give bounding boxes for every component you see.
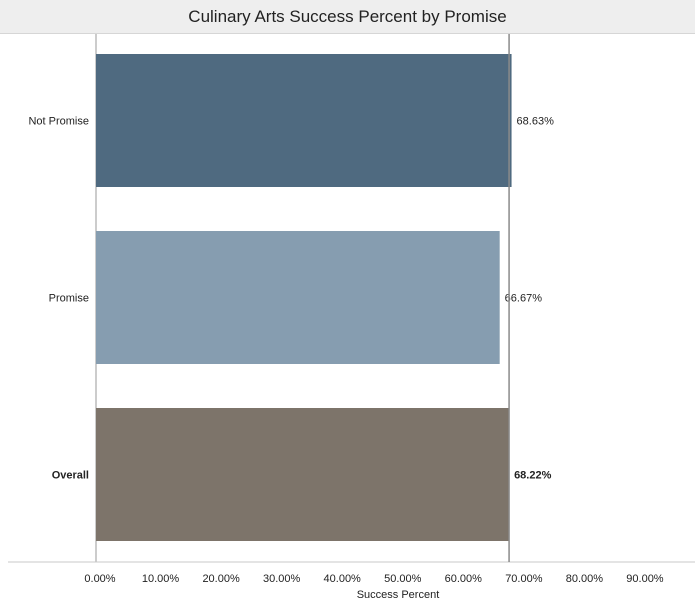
bar-not-promise [96, 54, 512, 187]
x-tick-label: 30.00% [263, 573, 301, 585]
x-tick-label: 50.00% [384, 573, 422, 585]
category-label: Overall [52, 470, 89, 482]
x-tick-label: 40.00% [324, 573, 362, 585]
x-tick-label: 0.00% [84, 573, 115, 585]
category-label: Not Promise [28, 116, 89, 128]
x-tick-label: 10.00% [142, 573, 180, 585]
x-tick-label: 60.00% [445, 573, 483, 585]
chart-title-bar: Culinary Arts Success Percent by Promise [0, 0, 695, 34]
bar-promise [96, 231, 500, 364]
x-tick-label: 20.00% [202, 573, 240, 585]
value-label: 66.67% [505, 293, 543, 305]
x-tick-label: 70.00% [505, 573, 543, 585]
value-label: 68.22% [514, 470, 552, 482]
x-tick-label: 80.00% [566, 573, 604, 585]
bar-chart: Success Percent Not Promise 68.63% Promise… [8, 34, 695, 601]
category-label: Promise [49, 293, 89, 305]
x-axis-title: Success Percent [357, 589, 440, 601]
chart-title: Culinary Arts Success Percent by Promise [188, 6, 507, 26]
x-tick-label: 90.00% [626, 573, 664, 585]
value-label: 68.63% [517, 116, 555, 128]
bar-overall [96, 408, 510, 541]
